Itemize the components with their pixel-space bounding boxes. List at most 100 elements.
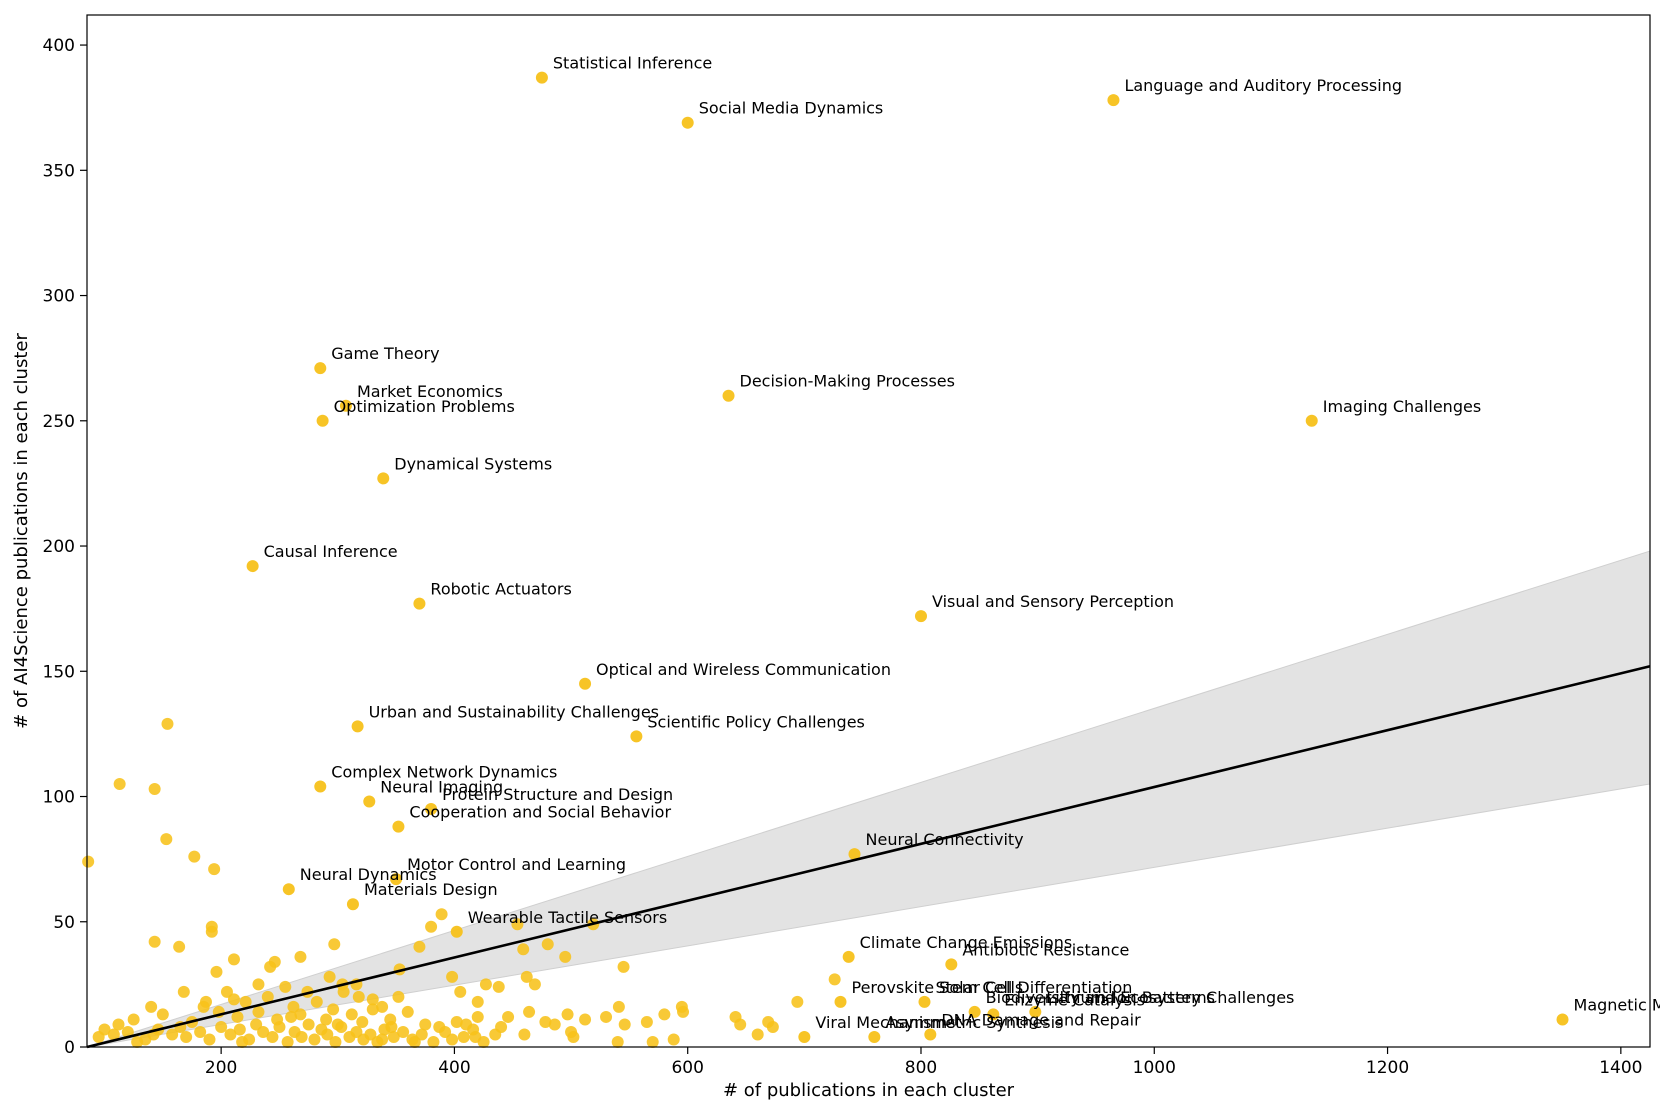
point-label: Optimization Problems	[334, 397, 515, 416]
point-label: Game Theory	[331, 344, 439, 363]
y-tick-label: 200	[43, 537, 75, 557]
data-point	[528, 978, 541, 991]
data-point	[252, 978, 265, 991]
labeled-data-point	[842, 950, 855, 963]
labeled-data-point	[834, 995, 847, 1008]
point-label: Perovskite Solar Cells	[852, 978, 1024, 997]
data-point	[227, 953, 240, 966]
point-label: Materials Design	[364, 880, 498, 899]
point-label: Robotic Actuators	[430, 580, 571, 599]
data-point	[294, 1008, 307, 1021]
data-point	[658, 1008, 671, 1021]
data-point	[479, 978, 492, 991]
data-point	[471, 995, 484, 1008]
labeled-data-point	[681, 116, 694, 129]
data-point	[205, 925, 218, 938]
data-point	[612, 1000, 625, 1013]
data-point	[112, 1018, 125, 1031]
data-point	[518, 1028, 531, 1041]
y-tick-label: 300	[43, 287, 75, 307]
labeled-data-point	[246, 560, 259, 573]
labeled-data-point	[390, 873, 403, 886]
data-point	[419, 1018, 432, 1031]
data-point	[197, 1000, 210, 1013]
data-point	[548, 1018, 561, 1031]
data-point	[415, 1028, 428, 1041]
data-point	[337, 985, 350, 998]
labeled-data-point	[363, 795, 376, 808]
data-point	[495, 1020, 508, 1033]
point-label: Visual and Sensory Perception	[932, 592, 1174, 611]
labeled-data-point	[914, 610, 927, 623]
data-point	[302, 1018, 315, 1031]
y-tick-label: 400	[43, 36, 75, 56]
labeled-data-point	[918, 995, 931, 1008]
x-tick-label: 600	[671, 1058, 703, 1078]
data-point	[618, 1018, 631, 1031]
fit-line-layer	[86, 664, 1651, 1049]
data-point	[517, 943, 530, 956]
point-label: Social Media Dynamics	[699, 99, 884, 118]
labeled-data-point	[377, 472, 390, 485]
data-point	[215, 1020, 228, 1033]
data-point	[294, 950, 307, 963]
y-tick-label: 350	[43, 161, 75, 181]
data-point	[385, 1020, 398, 1033]
data-point	[203, 1033, 216, 1046]
x-tick-label: 800	[905, 1058, 937, 1078]
data-point	[266, 1030, 279, 1043]
x-axis-label: # of publications in each cluster	[723, 1080, 1015, 1101]
data-point	[460, 1018, 473, 1031]
data-point	[579, 1013, 592, 1026]
point-label: Asymmetric Synthesis	[885, 1013, 1063, 1032]
data-point	[450, 1015, 463, 1028]
y-tick-label: 0	[64, 1038, 75, 1058]
labeled-data-point	[425, 803, 438, 816]
data-point	[751, 1028, 764, 1041]
point-label: Motor Control and Learning	[407, 855, 626, 874]
point-label: Imaging Challenges	[1323, 397, 1481, 416]
data-point	[194, 1025, 207, 1038]
data-point	[454, 985, 467, 998]
data-point	[261, 990, 274, 1003]
data-point	[539, 1015, 552, 1028]
point-label: Language and Auditory Processing	[1124, 76, 1402, 95]
point-label: Enzyme Catalysis	[1004, 990, 1145, 1009]
labeled-data-point	[535, 71, 548, 84]
labeled-data-point	[968, 1005, 981, 1018]
data-point	[520, 970, 533, 983]
point-label: Climate Change Emissions	[860, 933, 1073, 952]
x-tick-label: 400	[438, 1058, 470, 1078]
data-point	[427, 1035, 440, 1048]
data-point	[600, 1010, 613, 1023]
labeled-data-point	[798, 1030, 811, 1043]
labeled-data-point	[1305, 414, 1318, 427]
data-point	[492, 980, 505, 993]
data-point	[180, 1030, 193, 1043]
data-point	[173, 940, 186, 953]
data-point	[279, 980, 292, 993]
labeled-data-point	[987, 1008, 1000, 1021]
data-point	[366, 993, 379, 1006]
data-point	[425, 920, 438, 933]
data-point	[435, 908, 448, 921]
point-label: Dynamical Systems	[394, 454, 552, 473]
data-point	[310, 995, 323, 1008]
point-label: Complex Network Dynamics	[331, 762, 557, 781]
data-point	[308, 1033, 321, 1046]
data-point	[376, 1033, 389, 1046]
data-point	[233, 1023, 246, 1036]
data-point	[439, 1025, 452, 1038]
labeled-data-point	[316, 414, 329, 427]
data-point	[457, 1030, 470, 1043]
data-point	[295, 1030, 308, 1043]
point-label: Optical and Wireless Communication	[596, 660, 891, 679]
point-label: Market Economics	[357, 382, 503, 401]
labeled-data-point	[339, 399, 352, 412]
data-point	[734, 1018, 747, 1031]
data-point	[145, 1000, 158, 1013]
point-label: Cooperation and Social Behavior	[409, 803, 671, 822]
data-point	[469, 1030, 482, 1043]
data-point	[92, 1030, 105, 1043]
point-label: Causal Inference	[264, 542, 398, 561]
